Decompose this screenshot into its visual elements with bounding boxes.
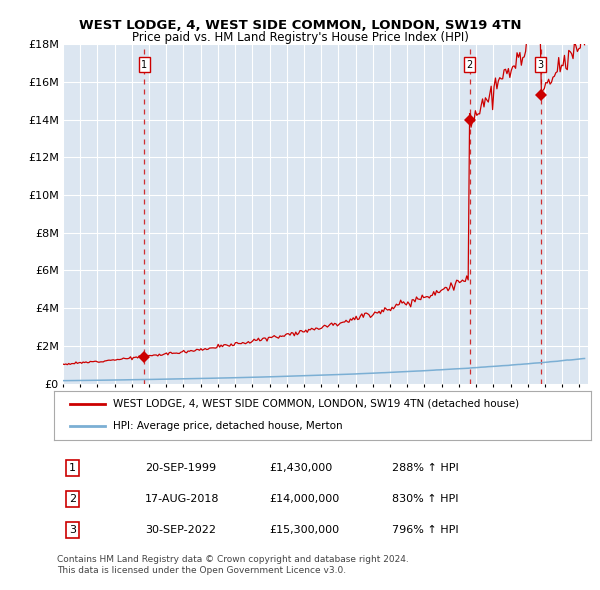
Text: 830% ↑ HPI: 830% ↑ HPI <box>392 494 459 504</box>
Text: 288% ↑ HPI: 288% ↑ HPI <box>392 463 459 473</box>
Text: 20-SEP-1999: 20-SEP-1999 <box>145 463 217 473</box>
Text: WEST LODGE, 4, WEST SIDE COMMON, LONDON, SW19 4TN: WEST LODGE, 4, WEST SIDE COMMON, LONDON,… <box>79 19 521 32</box>
Text: Price paid vs. HM Land Registry's House Price Index (HPI): Price paid vs. HM Land Registry's House … <box>131 31 469 44</box>
Text: 2: 2 <box>466 60 473 70</box>
Text: 1: 1 <box>141 60 148 70</box>
Text: Contains HM Land Registry data © Crown copyright and database right 2024.: Contains HM Land Registry data © Crown c… <box>57 555 409 563</box>
Text: WEST LODGE, 4, WEST SIDE COMMON, LONDON, SW19 4TN (detached house): WEST LODGE, 4, WEST SIDE COMMON, LONDON,… <box>113 399 519 409</box>
Text: HPI: Average price, detached house, Merton: HPI: Average price, detached house, Mert… <box>113 421 343 431</box>
Text: 17-AUG-2018: 17-AUG-2018 <box>145 494 220 504</box>
Text: 796% ↑ HPI: 796% ↑ HPI <box>392 525 459 535</box>
Text: 3: 3 <box>69 525 76 535</box>
Text: £1,430,000: £1,430,000 <box>269 463 332 473</box>
Text: 1: 1 <box>69 463 76 473</box>
Text: 3: 3 <box>538 60 544 70</box>
Text: £14,000,000: £14,000,000 <box>269 494 339 504</box>
Text: 30-SEP-2022: 30-SEP-2022 <box>145 525 216 535</box>
Text: £15,300,000: £15,300,000 <box>269 525 339 535</box>
Text: This data is licensed under the Open Government Licence v3.0.: This data is licensed under the Open Gov… <box>57 566 346 575</box>
Text: 2: 2 <box>69 494 76 504</box>
